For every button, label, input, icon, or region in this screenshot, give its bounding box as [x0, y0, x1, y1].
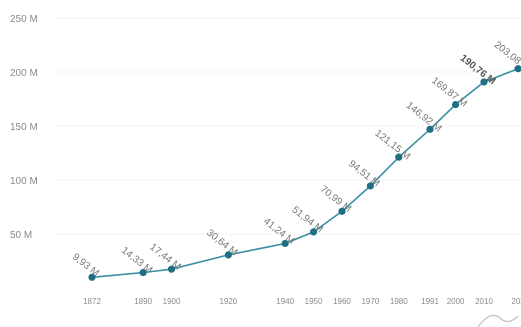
data-point[interactable]: [281, 239, 289, 248]
y-tick-label: 250 M: [10, 14, 38, 25]
x-axis-tick-labels: 1872 1890 1900 1920 1940 1950 1960 1970 1980 1991…: [83, 297, 521, 306]
data-points: [88, 65, 521, 281]
x-tick-label: 1890: [134, 297, 152, 306]
x-tick-label: 1900: [163, 297, 181, 306]
data-label: 41,24 M: [261, 216, 296, 247]
data-point[interactable]: [426, 125, 434, 133]
y-tick-label: 200 M: [10, 68, 38, 79]
data-label: 190,76 M: [458, 53, 498, 87]
x-tick-label: 1950: [305, 297, 323, 306]
data-label: 9,93 M: [70, 252, 101, 279]
data-label: 94,51 M: [346, 158, 381, 189]
data-label: 121,15 M: [373, 128, 413, 162]
data-label: 30,64 M: [204, 228, 239, 259]
y-tick-label: 150 M: [10, 122, 38, 133]
data-point[interactable]: [309, 228, 318, 236]
data-point[interactable]: [514, 65, 521, 73]
data-point[interactable]: [139, 268, 147, 277]
x-tick-label: 1991: [421, 297, 439, 306]
data-point[interactable]: [338, 207, 346, 215]
x-tick-label: 202: [511, 297, 521, 306]
y-axis-tick-labels: 50 M 100 M 150 M 200 M 250 M: [10, 14, 38, 241]
y-tick-label: 50 M: [10, 230, 32, 241]
y-tick-label: 100 M: [10, 176, 38, 187]
x-tick-label: 1980: [390, 297, 408, 306]
x-tick-label: 1940: [276, 297, 294, 306]
data-point[interactable]: [167, 265, 176, 273]
data-point[interactable]: [451, 100, 460, 109]
watermark-icon: [477, 314, 519, 327]
x-tick-label: 2000: [447, 297, 465, 306]
x-tick-label: 1960: [333, 297, 351, 306]
data-label: 51,94 M: [289, 204, 324, 235]
data-label: 169,87 M: [429, 75, 469, 109]
data-label: 146,92 M: [404, 100, 444, 134]
data-point[interactable]: [366, 182, 374, 190]
x-tick-label: 1920: [219, 297, 237, 306]
data-label: 70,99 M: [318, 184, 353, 215]
x-tick-label: 2010: [475, 297, 493, 306]
data-point[interactable]: [224, 251, 232, 259]
gridlines: [58, 17, 521, 235]
data-labels: 9,93 M 14,33 M17,44 M 30,64 M 41,24 M51,94 …: [70, 40, 521, 280]
data-point[interactable]: [88, 273, 96, 281]
data-point[interactable]: [480, 78, 488, 86]
x-tick-label: 1872: [83, 297, 101, 306]
x-tick-label: 1970: [361, 297, 379, 306]
data-point[interactable]: [395, 153, 403, 161]
